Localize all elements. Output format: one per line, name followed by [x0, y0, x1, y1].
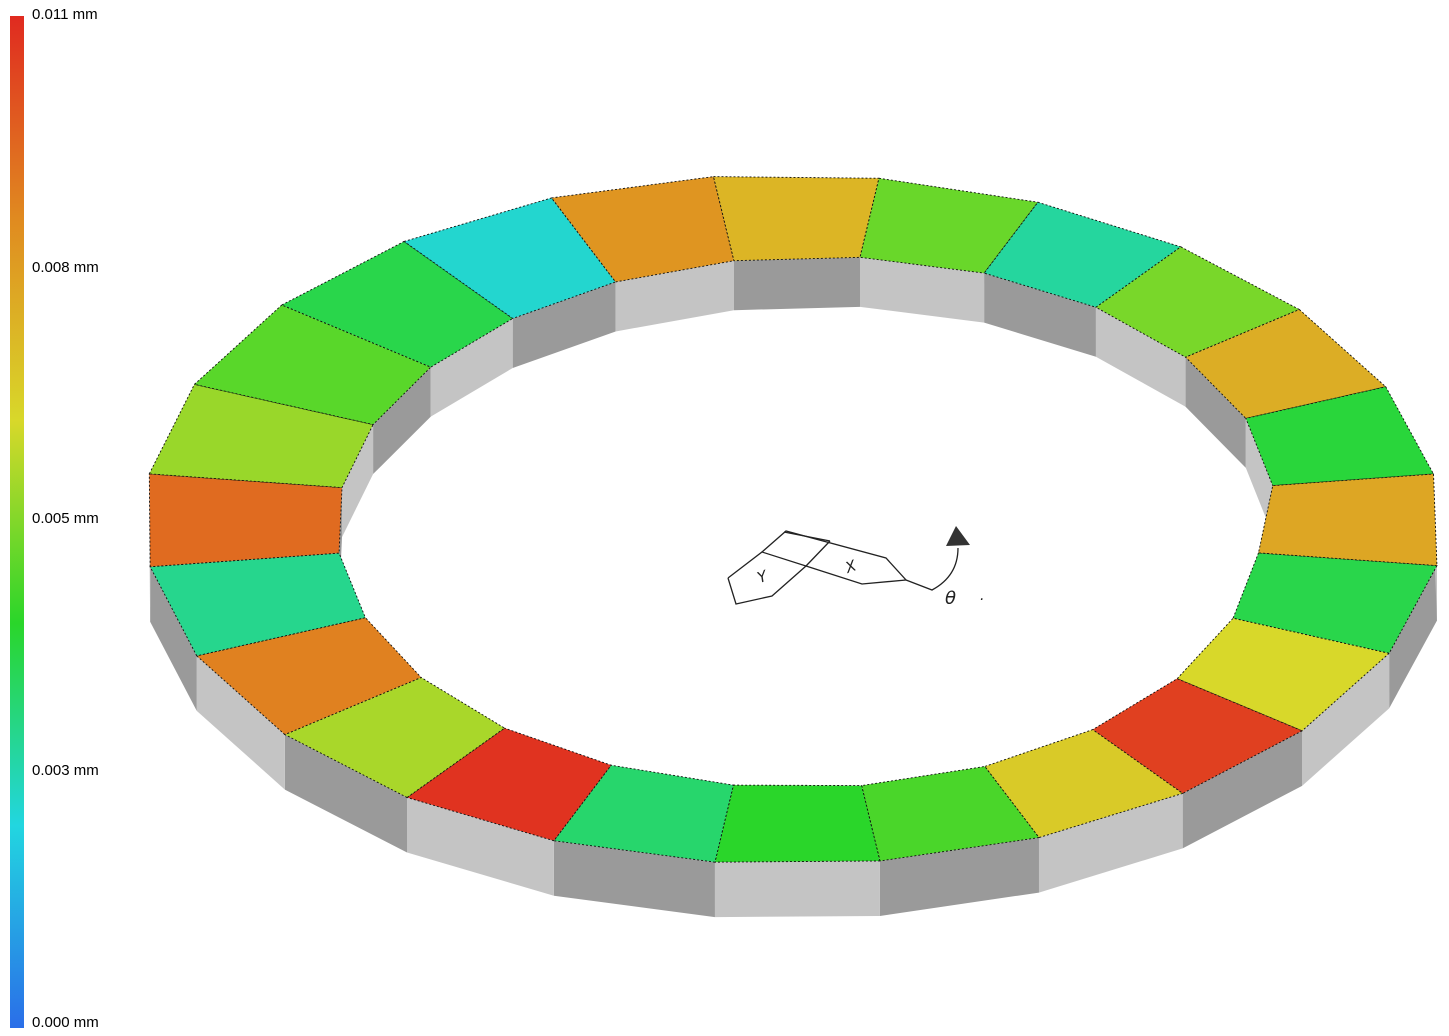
ring-outer-wall-face — [879, 837, 1039, 916]
ring-segment — [714, 784, 881, 863]
ring-outer-wall-face — [1389, 565, 1437, 709]
ring-inner-wall-face — [615, 260, 734, 332]
ring-inner-wall-face — [512, 281, 616, 368]
ring-inner-wall-face — [733, 257, 861, 311]
ring-outer-wall-face — [284, 734, 408, 853]
scale-label-max: 0.011 mm — [32, 6, 98, 23]
ring-outer-wall-face — [407, 797, 554, 896]
scale-label-min: 0.000 mm — [32, 1014, 99, 1031]
ring-segment — [984, 729, 1184, 839]
x-axis-label: X — [842, 556, 859, 577]
rotation-arrow-icon — [946, 526, 970, 546]
ring-segment — [712, 176, 880, 262]
ring-segment — [1257, 473, 1438, 567]
ring-segment — [148, 383, 374, 489]
scale-label-mid: 0.005 mm — [32, 510, 99, 527]
ring-inner-wall-face — [1095, 307, 1186, 407]
ring-outer-wall-face — [196, 655, 285, 790]
theta-label: θ — [945, 588, 956, 609]
theta-dot: . — [980, 588, 984, 604]
scale-label-upper: 0.008 mm — [32, 259, 99, 276]
ring-segment — [403, 197, 617, 319]
ring-inner-wall-face — [373, 367, 431, 475]
ring-outer-wall-face — [553, 840, 715, 918]
ring-outer-wall-face — [150, 566, 197, 711]
coordinate-triad: Y X θ . — [727, 526, 984, 609]
ring-segment — [148, 473, 343, 568]
color-scale-bar — [10, 16, 24, 1028]
ring-segment — [195, 617, 422, 736]
ring-inner-wall-face — [1185, 357, 1246, 468]
ring-outer-wall-face — [714, 860, 880, 918]
y-axis-label: Y — [755, 566, 771, 587]
ring-inner-wall-face — [860, 257, 985, 323]
ring-inner-wall-face — [984, 273, 1096, 357]
ring-segment — [1184, 309, 1387, 419]
ring-segment — [861, 765, 1040, 862]
ring-inner-wall-face — [342, 424, 374, 538]
ring-inner-wall-face — [1245, 418, 1273, 536]
ring-side-walls — [149, 257, 1437, 918]
ring-top-surface — [148, 176, 1438, 863]
ring-outer-wall-face — [149, 473, 151, 622]
ring-segment — [280, 240, 514, 368]
ring-outer-wall-face — [1038, 793, 1183, 893]
scale-label-lower: 0.003 mm — [32, 762, 99, 779]
ring-segment — [193, 304, 432, 426]
ring-inner-wall-face — [430, 318, 513, 417]
ring-outer-wall-face — [1302, 653, 1390, 786]
ring-outer-wall-face — [1182, 730, 1303, 849]
ring-segment — [1176, 617, 1391, 732]
